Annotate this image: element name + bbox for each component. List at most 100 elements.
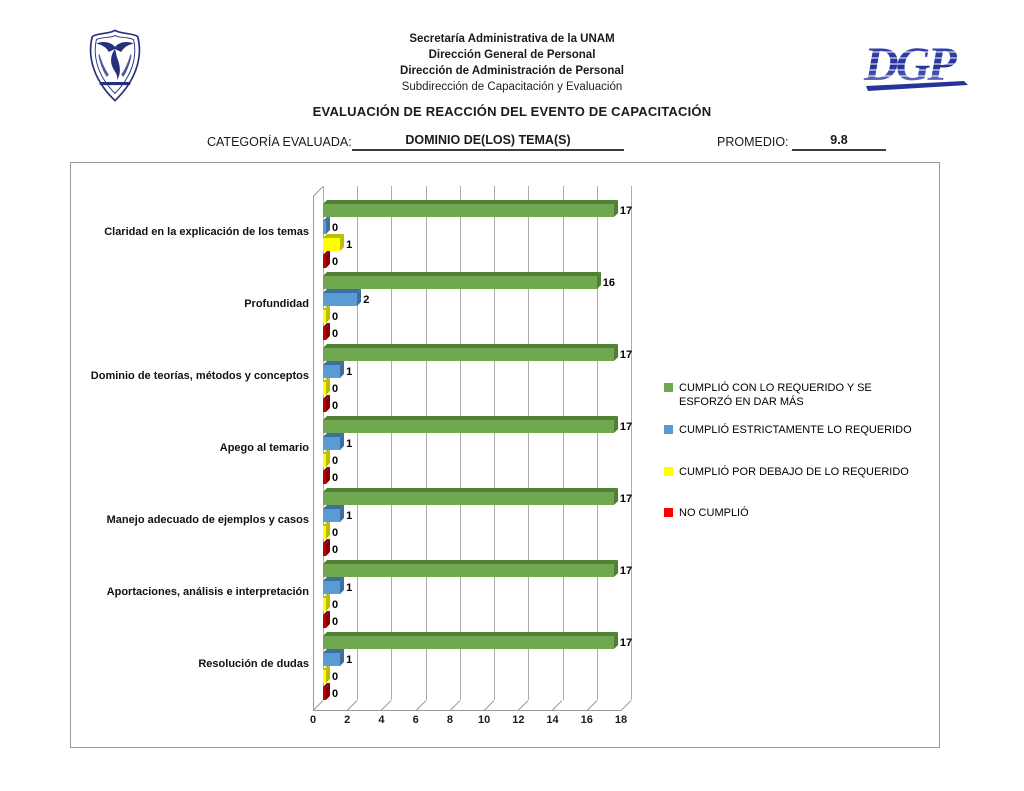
bar-side-face — [326, 378, 330, 395]
bar-side-face — [596, 272, 601, 289]
bar-value-label: 1 — [346, 238, 353, 251]
bar-side-face — [613, 488, 618, 505]
bar — [323, 200, 618, 217]
floor-diagonal — [517, 699, 529, 711]
bar-row: 0 — [323, 611, 339, 628]
bar-value-label: 17 — [619, 564, 633, 577]
category-label: Resolución de dudas — [198, 657, 309, 670]
bar-value-label: 0 — [332, 615, 339, 628]
bar-top-face — [323, 632, 618, 636]
bar — [323, 577, 345, 594]
legend-item: CUMPLIÓ CON LO REQUERIDO Y SE ESFORZÓ EN… — [664, 381, 920, 409]
bar — [323, 433, 345, 450]
bar-value-label: 0 — [332, 687, 339, 700]
bar-row: 0 — [323, 522, 339, 539]
gridline — [631, 186, 632, 700]
bar-side-face — [340, 433, 345, 450]
category-label: Manejo adecuado de ejemplos y casos — [106, 513, 309, 526]
bar-value-label: 17 — [619, 492, 633, 505]
org-line-3: Dirección de Administración de Personal — [400, 65, 624, 77]
bar-row: 0 — [323, 683, 339, 700]
bar-top-face — [323, 344, 618, 348]
floor-diagonal — [620, 699, 632, 711]
bar — [323, 488, 618, 505]
bar-row: 17 — [323, 416, 633, 433]
x-tick-label: 0 — [309, 714, 317, 726]
bar-value-label: 0 — [332, 327, 339, 340]
bar-row: 1 — [323, 649, 352, 666]
legend-label: NO CUMPLIÓ — [679, 507, 749, 519]
legend-swatch — [664, 383, 673, 392]
bar-side-face — [326, 306, 330, 323]
bar-side-face — [326, 539, 330, 556]
bar-row: 0 — [323, 378, 338, 395]
bar-row: 1 — [323, 577, 353, 594]
bar-side-face — [326, 666, 330, 683]
axis-front-left — [313, 196, 314, 710]
bar-value-label: 0 — [332, 670, 339, 683]
bar-row: 17 — [323, 344, 633, 361]
bar — [323, 416, 618, 433]
x-tick-label: 4 — [378, 714, 385, 726]
bar-top-face — [323, 416, 618, 420]
category-label: Apego al temario — [219, 441, 309, 454]
bar-side-face — [340, 234, 345, 251]
bar — [323, 289, 362, 306]
gridline — [391, 186, 393, 700]
bar-top-face — [323, 200, 618, 204]
bar — [323, 683, 330, 700]
bar-side-face — [326, 522, 330, 539]
bar-value-label: 1 — [346, 581, 353, 594]
gridline — [596, 186, 598, 700]
bar-value-label: 2 — [363, 293, 370, 306]
x-tick-label: 6 — [412, 714, 419, 726]
bar-value-label: 17 — [619, 348, 633, 361]
gridline — [528, 186, 530, 700]
bar-row: 0 — [323, 323, 339, 340]
bar-row: 0 — [323, 594, 338, 611]
bar — [323, 272, 601, 289]
gridline — [459, 186, 461, 700]
gridline — [425, 186, 427, 700]
legend-item: CUMPLIÓ ESTRICTAMENTE LO REQUERIDO — [664, 423, 920, 437]
bar-value-label: 0 — [332, 471, 339, 484]
bar-row: 0 — [323, 251, 338, 268]
category-evaluated-label: CATEGORÍA EVALUADA: — [207, 135, 352, 149]
legend-item: CUMPLIÓ POR DEBAJO DE LO REQUERIDO — [664, 465, 920, 479]
bar — [323, 632, 618, 649]
bar — [323, 234, 345, 251]
bar — [323, 505, 345, 522]
bar-row: 17 — [323, 632, 632, 649]
floor-diagonal — [312, 699, 324, 711]
legend-item: NO CUMPLIÓ — [664, 506, 920, 520]
bar — [323, 522, 330, 539]
bar-value-label: 17 — [619, 420, 633, 433]
promedio-value: 9.8 — [792, 133, 886, 151]
bar-value-label: 0 — [332, 399, 339, 412]
category-label: Claridad en la explicación de los temas — [104, 225, 309, 238]
bar — [323, 361, 345, 378]
floor-diagonal — [346, 699, 358, 711]
bar-value-label: 1 — [346, 437, 353, 450]
bar-side-face — [613, 632, 618, 649]
x-tick-label: 16 — [580, 714, 593, 726]
bar-value-label: 0 — [332, 221, 339, 234]
legend-label: CUMPLIÓ CON LO REQUERIDO Y SE ESFORZÓ EN… — [679, 382, 872, 408]
bar — [323, 344, 618, 361]
bar-side-face — [357, 289, 362, 306]
bar-side-face — [340, 361, 345, 378]
bar-side-face — [326, 611, 330, 628]
floor-diagonal — [449, 699, 461, 711]
org-line-1: Secretaría Administrativa de la UNAM — [409, 33, 615, 45]
floor-diagonal — [552, 699, 563, 711]
bar-row: 0 — [323, 467, 339, 484]
x-tick-label: 12 — [512, 714, 525, 726]
bar-value-label: 0 — [332, 526, 339, 539]
bar-row: 1 — [323, 234, 353, 251]
bar — [323, 323, 330, 340]
chart-container: 0 2 4 6 8 10 12 14 16 18 Claridad en la explicació… — [70, 162, 940, 748]
dgp-logo-icon: DGP — [860, 38, 986, 91]
legend-swatch — [664, 425, 673, 434]
org-line-4: Subdirección de Capacitación y Evaluació… — [401, 81, 623, 93]
bar — [323, 539, 330, 556]
